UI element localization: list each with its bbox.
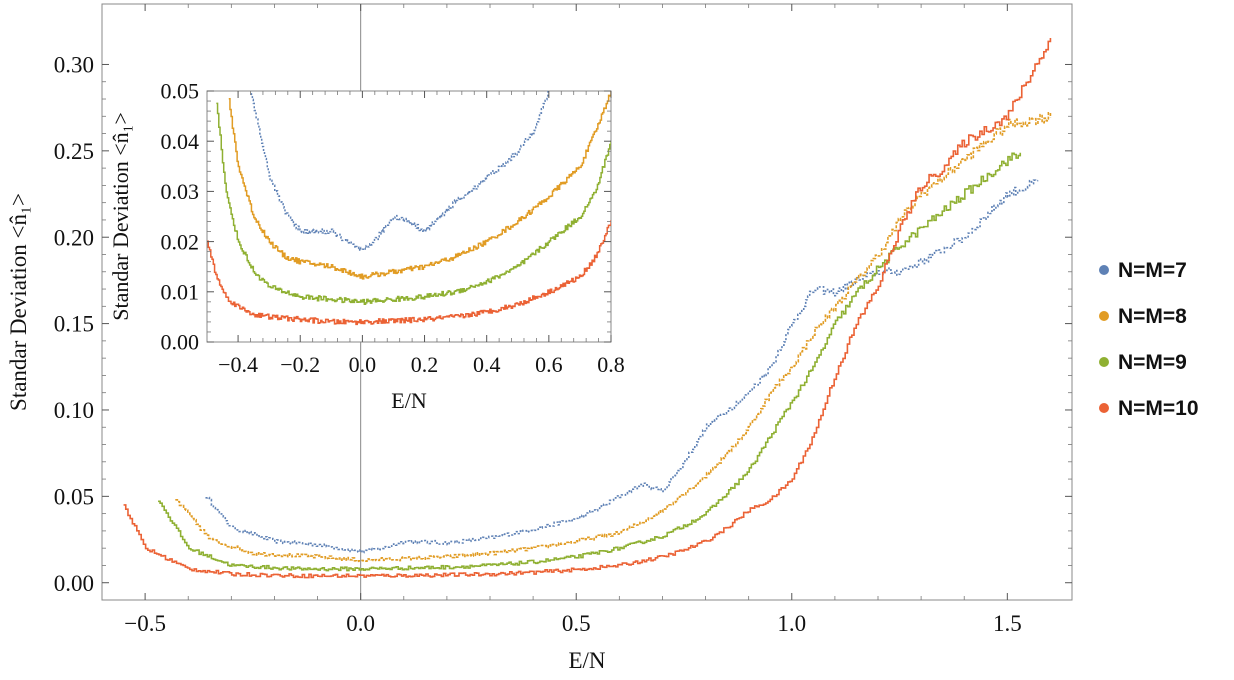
inset-series-n-m-10 [207, 220, 611, 326]
legend-marker [1099, 311, 1109, 321]
inset-xtick-label: 0.0 [349, 352, 377, 377]
legend-marker [1099, 403, 1109, 413]
inset-frame [206, 90, 612, 343]
main-ytick-label: 0.30 [54, 53, 94, 78]
inset-xtick-label: −0.4 [218, 352, 258, 377]
main-series-n-m-7 [205, 179, 1039, 554]
legend-label: N=M=8 [1118, 305, 1187, 328]
main-ytick-label: 0.25 [54, 139, 94, 164]
main-xtick-label: 0.0 [346, 611, 375, 636]
legend: N=M=7 N=M=8 N=M=9 N=M=10 [1099, 259, 1199, 420]
inset-xtick-label: 0.6 [535, 352, 563, 377]
inset-series-n-m-8 [228, 91, 611, 280]
main-xtick-label: 0.5 [562, 611, 591, 636]
inset-plot: −0.4 −0.2 0.0 0.2 0.4 0.6 0.8 0.00 0.01 0.02 0.03 0… [108, 79, 625, 413]
inset-ytick-label: 0.03 [161, 179, 200, 204]
main-ytick-label: 0.05 [54, 484, 94, 509]
main-series-n-m-9 [158, 152, 1022, 572]
inset-xtick-label: 0.8 [597, 352, 625, 377]
inset-series-n-m-7 [250, 91, 550, 252]
inset-ytick-label: 0.00 [161, 330, 200, 355]
inset-xtick-label: −0.2 [280, 352, 320, 377]
legend-label: N=M=10 [1118, 397, 1199, 420]
main-series-n-m-8 [175, 112, 1052, 563]
inset-xtick-label: 0.2 [411, 352, 439, 377]
main-xtick-label: 1.5 [993, 611, 1022, 636]
legend-entry: N=M=10 [1099, 397, 1199, 420]
inset-ytick-label: 0.01 [161, 280, 200, 305]
main-series-n-m-10 [123, 37, 1052, 579]
legend-entry: N=M=9 [1099, 351, 1187, 374]
main-xtick-label: 1.0 [777, 611, 806, 636]
legend-entry: N=M=8 [1099, 305, 1187, 328]
inset-xtick-label: 0.4 [473, 352, 501, 377]
main-ytick-label: 0.00 [54, 571, 94, 596]
inset-ytick-label: 0.04 [161, 129, 200, 154]
main-xtick-label: −0.5 [124, 611, 166, 636]
inset-y-axis-label: Standar Deviation <n̂₁> [108, 112, 133, 320]
main-y-axis-label: Standar Deviation <n̂₁> [6, 193, 31, 411]
legend-label: N=M=7 [1118, 259, 1187, 282]
legend-entry: N=M=7 [1099, 259, 1187, 282]
inset-ytick-label: 0.02 [161, 229, 200, 254]
inset-x-axis-label: E/N [391, 388, 427, 413]
inset-series-n-m-9 [216, 102, 611, 305]
main-ytick-label: 0.20 [54, 225, 94, 250]
legend-marker [1099, 265, 1109, 275]
main-ytick-label: 0.10 [54, 398, 94, 423]
main-ytick-label: 0.15 [54, 312, 94, 337]
main-x-axis-label: E/N [568, 648, 605, 673]
inset-ytick-label: 0.05 [161, 79, 200, 104]
legend-label: N=M=9 [1118, 351, 1187, 374]
legend-marker [1099, 357, 1109, 367]
